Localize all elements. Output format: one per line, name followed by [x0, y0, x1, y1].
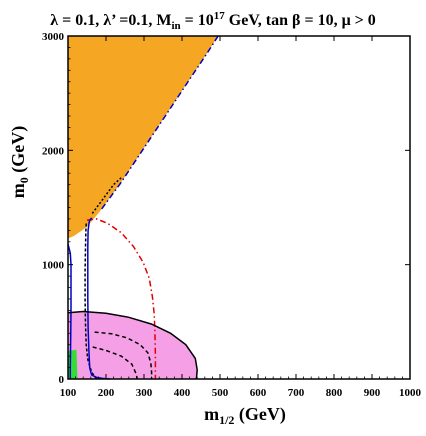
x-tick-label: 300 — [136, 387, 153, 399]
inner-dashed-1 — [94, 331, 153, 379]
title-sub-in: in — [171, 20, 180, 32]
blue-boundary-edge — [99, 35, 219, 212]
y-tick-label: 3000 — [42, 31, 65, 43]
x-tick-label: 400 — [174, 387, 191, 399]
x-axis-title-sub: 1/2 — [219, 413, 234, 427]
y-axis-title-main: m — [8, 183, 28, 198]
y-tick-label: 2000 — [42, 145, 65, 157]
y-axis-title-unit: (GeV) — [8, 126, 29, 177]
plot-regions — [68, 36, 219, 379]
green-region — [68, 349, 78, 379]
x-tick-label: 900 — [364, 387, 381, 399]
x-tick-label: 800 — [326, 387, 343, 399]
x-tick-label: 200 — [98, 387, 115, 399]
pink-region — [68, 311, 198, 379]
y-axis-title: m0 (GeV) — [8, 126, 31, 198]
x-axis-title-unit: (GeV) — [234, 404, 285, 425]
blue-left-contour — [67, 243, 72, 379]
x-axis-title-main: m — [204, 404, 219, 424]
title-part-3: GeV, tan β = 10, μ > 0 — [225, 12, 376, 29]
x-tick-label: 600 — [250, 387, 267, 399]
x-axis-ticks: 100 200 300 400 500 600 700 800 900 1000 — [60, 36, 422, 399]
y-tick-label: 1000 — [42, 260, 65, 272]
pink-outline — [67, 310, 198, 380]
chart-title: λ = 0.1, λ’ =0.1, Min = 1017 GeV, tan β … — [50, 10, 376, 32]
title-sup-17: 17 — [214, 10, 226, 22]
x-tick-label: 500 — [212, 387, 229, 399]
y-tick-label: 0 — [59, 374, 65, 386]
y-axis-ticks: 0 1000 2000 3000 — [42, 31, 410, 386]
title-part-1: λ = 0.1, λ’ =0.1, M — [50, 12, 171, 29]
blue-contour — [87, 217, 110, 380]
red-dashdot-contour — [86, 218, 157, 379]
inner-dashed-2 — [92, 346, 138, 380]
x-tick-label: 700 — [288, 387, 305, 399]
excluded-orange — [68, 36, 219, 239]
plot-lines — [67, 35, 219, 380]
x-tick-label: 1000 — [399, 387, 422, 399]
y-axis-title-sub: 0 — [17, 177, 31, 183]
x-axis-title: m1/2 (GeV) — [204, 404, 286, 427]
x-tick-label: 100 — [60, 387, 77, 399]
title-part-2: = 10 — [181, 12, 214, 29]
